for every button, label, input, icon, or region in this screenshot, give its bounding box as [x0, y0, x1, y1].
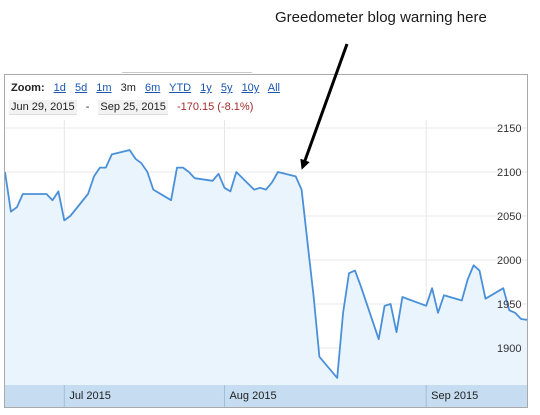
x-tick-label: Jul 2015	[69, 390, 111, 402]
y-tick-label: 2100	[497, 167, 521, 179]
y-tick-label: 2050	[497, 211, 521, 223]
zoom-option-6m[interactable]: 6m	[144, 82, 161, 94]
date-range: Jun 29, 2015 - Sep 25, 2015 -170.15 (-8.…	[9, 100, 253, 116]
zoom-option-1m[interactable]: 1m	[96, 82, 112, 94]
zoom-controls: Zoom: 1d 5d 1m 3m 6m YTD 1y 5y 10y All	[11, 82, 286, 94]
price-change: -170.15 (-8.1%)	[176, 101, 254, 113]
x-axis-band	[5, 385, 527, 407]
zoom-option-1y[interactable]: 1y	[200, 82, 212, 94]
y-axis: 1900 1950 2000 2050 2100 2150	[497, 123, 521, 355]
series-line	[5, 149, 527, 379]
annotation-arrow	[300, 43, 349, 170]
annotation-text: Greedometer blog warning here	[275, 9, 487, 26]
end-date-input[interactable]: Sep 25, 2015	[98, 100, 168, 115]
x-tick-label: Aug 2015	[229, 390, 276, 402]
y-tick-label: 2150	[497, 123, 521, 135]
top-divider	[122, 72, 252, 73]
x-tick-label: Sep 2015	[431, 390, 478, 402]
zoom-option-1d[interactable]: 1d	[53, 82, 66, 94]
zoom-option-5y[interactable]: 5y	[220, 82, 233, 94]
range-separator: -	[85, 101, 90, 113]
x-axis: Jul 2015 Aug 2015 Sep 2015	[63, 385, 478, 407]
y-tick-label: 2000	[497, 255, 521, 267]
zoom-option-ytd[interactable]: YTD	[169, 82, 192, 94]
chart-frame	[4, 74, 528, 408]
y-tick-label: 1900	[497, 343, 521, 355]
plot-area	[5, 149, 527, 385]
start-date-input[interactable]: Jun 29, 2015	[9, 100, 77, 115]
zoom-label: Zoom:	[11, 82, 45, 94]
zoom-option-all[interactable]: All	[267, 82, 280, 94]
zoom-option-5d[interactable]: 5d	[74, 82, 88, 94]
zoom-option-10y[interactable]: 10y	[241, 82, 260, 94]
series-area	[5, 150, 527, 385]
zoom-option-3m[interactable]: 3m	[120, 82, 136, 94]
y-tick-label: 1950	[497, 299, 521, 311]
